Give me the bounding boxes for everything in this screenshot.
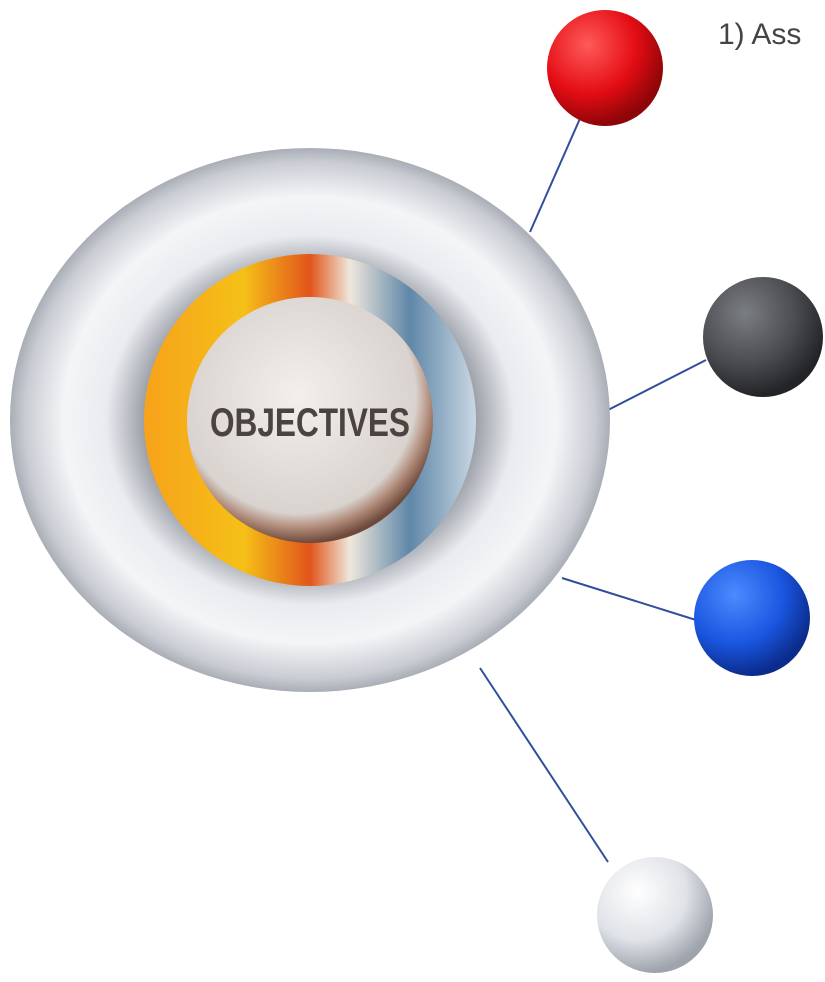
diagram: OBJECTIVES 1) Ass bbox=[0, 0, 825, 982]
white-ball bbox=[597, 857, 713, 973]
connector bbox=[530, 114, 582, 232]
center-label: OBJECTIVES bbox=[210, 401, 410, 445]
page-body: {"header_text": "1) Ass", "center": {"la… bbox=[0, 0, 825, 982]
connector bbox=[608, 360, 706, 410]
header-text: 1) Ass bbox=[718, 18, 801, 51]
red-ball bbox=[547, 10, 663, 126]
gray-ball bbox=[703, 277, 823, 397]
blue-ball bbox=[694, 560, 810, 676]
page: Objectives html, body { margin: 0; paddi… bbox=[0, 0, 825, 982]
connector bbox=[562, 578, 696, 620]
connector bbox=[480, 668, 608, 862]
